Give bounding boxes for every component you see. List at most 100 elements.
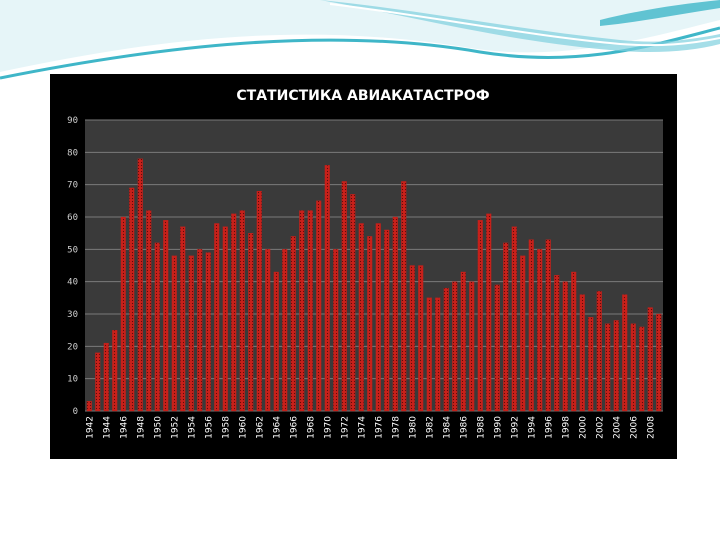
x-tick-label: 2000: [578, 416, 588, 439]
bar-1973: [350, 194, 356, 412]
x-tick-label: 1944: [102, 416, 112, 439]
bar-2001: [588, 317, 594, 412]
bar-1989: [486, 213, 492, 412]
x-tick-label: 1988: [476, 416, 486, 439]
chart-panel: СТАТИСТИКА АВИАКАТАСТРОФ 0 10 20 30 40 50 60 70…: [50, 74, 677, 459]
bar-1982: [426, 297, 432, 412]
bar-1976: [375, 223, 381, 412]
y-tick-label: 50: [67, 245, 78, 255]
y-tick-label: 30: [67, 310, 78, 320]
bar-chart: СТАТИСТИКА АВИАКАТАСТРОФ 0 10 20 30 40 50 60 70…: [67, 88, 663, 439]
bar-1967: [299, 210, 305, 412]
bar-2005: [622, 294, 628, 412]
bar-1985: [452, 281, 458, 412]
bar-1996: [545, 239, 551, 412]
chart-title: СТАТИСТИКА АВИАКАТАСТРОФ: [236, 88, 489, 104]
bar-1975: [367, 236, 373, 412]
bar-1955: [197, 249, 203, 412]
x-tick-label: 1942: [85, 416, 95, 439]
slide-header-decoration: [0, 0, 720, 80]
bar-1944: [103, 342, 109, 412]
bar-1986: [460, 271, 466, 412]
y-tick-label: 70: [67, 181, 78, 191]
bar-1958: [222, 226, 228, 412]
x-tick-label: 1962: [255, 416, 265, 439]
x-tick-label: 1972: [340, 416, 350, 439]
bar-1998: [562, 281, 568, 412]
plot-area: [85, 120, 663, 411]
bar-1991: [503, 242, 509, 412]
bar-1961: [248, 233, 254, 412]
bar-1949: [146, 210, 152, 412]
bar-2009: [656, 313, 662, 412]
x-tick-label: 1978: [391, 416, 401, 439]
y-tick-label: 20: [67, 342, 78, 352]
x-tick-label: 1982: [425, 416, 435, 439]
bar-1957: [214, 223, 220, 412]
bar-1962: [256, 190, 262, 412]
x-tick-label: 1946: [119, 416, 129, 439]
decor-swoosh-mid: [320, 0, 720, 52]
x-tick-label: 1980: [408, 416, 418, 439]
bar-1997: [554, 275, 560, 412]
bar-1978: [392, 216, 398, 412]
bar-2003: [605, 323, 611, 412]
bar-2000: [579, 294, 585, 412]
x-tick-label: 1986: [459, 416, 469, 439]
x-tick-label: 2004: [612, 416, 622, 439]
bar-1943: [95, 352, 101, 412]
bar-1964: [273, 271, 279, 412]
x-tick-label: 2002: [595, 416, 605, 439]
bar-2002: [596, 291, 602, 412]
bar-1992: [511, 226, 517, 412]
x-tick-label: 1964: [272, 416, 282, 439]
decor-swoosh-right: [600, 0, 720, 26]
x-tick-label: 1990: [493, 416, 503, 439]
y-tick-label: 10: [67, 375, 78, 385]
bar-1946: [120, 216, 126, 412]
bar-1960: [239, 210, 245, 412]
bar-1959: [231, 213, 237, 412]
x-axis-ticks: 1942 1944 1946 1948 1950 1952 1954 1956 1958 1960…: [85, 416, 656, 439]
x-tick-label: 1970: [323, 416, 333, 439]
y-axis-ticks: 0 10 20 30 40 50 60 70 80 90: [67, 116, 78, 417]
x-tick-label: 1998: [561, 416, 571, 439]
x-tick-label: 1974: [357, 416, 367, 439]
bar-1977: [384, 229, 390, 412]
bar-1990: [494, 284, 500, 412]
bar-1984: [443, 287, 449, 412]
x-tick-label: 1996: [544, 416, 554, 439]
bar-2004: [613, 320, 619, 412]
bar-1995: [537, 249, 543, 412]
x-tick-label: 1994: [527, 416, 537, 439]
x-tick-label: 1960: [238, 416, 248, 439]
x-tick-label: 1958: [221, 416, 231, 439]
x-tick-label: 1952: [170, 416, 180, 439]
bar-1954: [188, 255, 194, 412]
x-tick-label: 1954: [187, 416, 197, 439]
x-tick-label: 2008: [646, 416, 656, 439]
bar-2007: [639, 326, 645, 412]
y-tick-label: 60: [67, 213, 78, 223]
bar-1981: [418, 265, 424, 412]
bar-1956: [205, 252, 211, 412]
bar-1983: [435, 297, 441, 412]
bar-1980: [409, 265, 415, 412]
bar-1972: [341, 181, 347, 412]
bar-1994: [528, 239, 534, 412]
bar-2008: [647, 307, 653, 412]
bar-1942: [86, 401, 92, 412]
bar-1947: [129, 187, 135, 412]
bar-1987: [469, 281, 475, 412]
bar-1950: [154, 242, 160, 412]
bar-1965: [282, 249, 288, 412]
bar-1979: [401, 181, 407, 412]
bar-1953: [180, 226, 186, 412]
y-tick-label: 80: [67, 148, 78, 158]
x-tick-label: 1992: [510, 416, 520, 439]
x-tick-label: 2006: [629, 416, 639, 439]
y-tick-label: 40: [67, 278, 78, 288]
y-tick-label: 90: [67, 116, 78, 126]
bar-1966: [290, 236, 296, 412]
bar-1963: [265, 249, 271, 412]
